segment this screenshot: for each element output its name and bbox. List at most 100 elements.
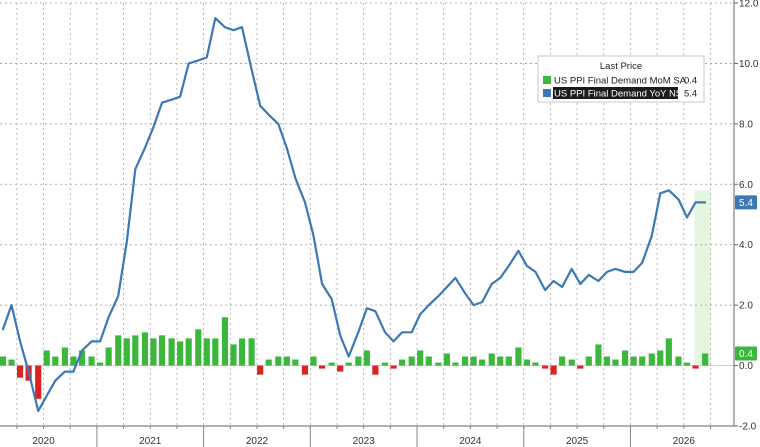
y-tick-label: 0.0: [739, 361, 753, 372]
x-tick-label: 2025: [566, 436, 589, 447]
mom-bar: [408, 356, 415, 366]
mom-bar: [425, 356, 432, 366]
mom-bar: [78, 350, 86, 366]
mom-bar: [337, 365, 344, 372]
mom-bar: [52, 356, 59, 366]
mom-bar: [43, 350, 50, 366]
mom-bar: [150, 338, 157, 366]
mom-bar: [523, 359, 531, 366]
mom-bar: [665, 338, 672, 366]
x-tick-label: 2022: [246, 436, 269, 447]
x-tick-label: 2020: [32, 436, 55, 447]
mom-bar: [532, 362, 539, 366]
mom-bar: [212, 338, 219, 366]
legend-entry-highlight: [553, 87, 678, 99]
mom-bar: [585, 356, 592, 366]
mom-bar: [105, 347, 112, 366]
mom-bar: [123, 338, 130, 366]
last-price-badge: [735, 195, 757, 210]
y-tick-label: 4.0: [739, 240, 753, 251]
mom-bar: [381, 362, 389, 366]
mom-bar: [0, 356, 7, 366]
legend-entry-name: US PPI Final Demand MoM SA: [554, 76, 687, 87]
mom-bar: [257, 365, 264, 375]
mom-bar: [238, 338, 246, 366]
mom-bar: [639, 356, 646, 366]
mom-bar: [141, 332, 148, 366]
mom-bar: [443, 353, 450, 366]
mom-bar: [595, 344, 602, 366]
mom-bar: [470, 356, 477, 366]
mom-bar: [505, 356, 512, 366]
mom-bar: [550, 365, 557, 375]
mom-bar: [515, 347, 522, 366]
mom-bar: [35, 365, 42, 399]
last-price-badge: [735, 346, 757, 361]
mom-bar: [603, 356, 611, 366]
mom-bar: [185, 338, 192, 366]
legend-entry-value: 5.4: [684, 89, 697, 100]
mom-bar: [248, 338, 255, 366]
mom-bar: [283, 356, 290, 366]
y-tick-label: 12.0: [739, 0, 759, 10]
mom-bar: [622, 350, 629, 366]
mom-bar: [88, 356, 95, 366]
mom-bar: [630, 356, 637, 366]
mom-bar: [221, 317, 229, 366]
mom-bar: [675, 356, 682, 366]
legend-swatch: [543, 89, 551, 97]
mom-bar: [132, 335, 139, 366]
mom-bar: [497, 356, 504, 366]
legend-entry-name: US PPI Final Demand YoY NSA: [554, 89, 689, 100]
x-tick-label: 2023: [353, 436, 376, 447]
mom-bar: [559, 356, 566, 366]
mom-bar: [648, 353, 655, 366]
mom-bar: [461, 356, 469, 366]
mom-bar: [702, 353, 709, 366]
mom-bar: [345, 362, 352, 366]
y-tick-label: 8.0: [739, 119, 753, 130]
y-tick-label: 10.0: [739, 59, 759, 70]
highlight-band: [694, 190, 711, 366]
legend-header: Last Price: [600, 61, 642, 72]
mom-bar: [657, 350, 664, 366]
last-price-badge-text: 0.4: [739, 349, 753, 360]
legend[interactable]: Last Price US PPI Final Demand MoM SA0.4 U…: [537, 55, 705, 103]
mom-bar: [275, 356, 282, 366]
y-tick-label: 2.0: [739, 301, 753, 312]
yoy-line: [1, 17, 707, 412]
mom-bar: [435, 362, 442, 366]
mom-bar: [292, 359, 299, 366]
mom-bar: [568, 359, 575, 366]
mom-bar: [612, 359, 619, 366]
mom-bar: [390, 365, 397, 369]
mom-bar: [265, 359, 272, 366]
mom-bar: [372, 365, 379, 375]
mom-bar: [195, 329, 202, 366]
mom-bar: [417, 350, 424, 366]
mom-bar: [310, 356, 317, 366]
y-tick-label: 6.0: [739, 180, 753, 191]
mom-bar: [577, 365, 584, 369]
mom-bar: [452, 362, 459, 366]
x-tick-label: 2021: [139, 436, 162, 447]
mom-bar: [479, 359, 486, 366]
mom-bar: [692, 365, 699, 369]
legend-entry-value: 0.4: [684, 76, 697, 87]
mom-bar: [230, 344, 237, 366]
mom-bar: [177, 341, 184, 366]
mom-bar: [8, 359, 15, 366]
legend-swatch: [543, 76, 551, 84]
mom-bar: [683, 362, 691, 366]
last-price-badge-text: 5.4: [739, 198, 753, 209]
x-tick-label: 2024: [459, 436, 482, 447]
mom-bar: [328, 362, 335, 366]
mom-bar: [541, 365, 549, 369]
mom-bar: [61, 347, 68, 366]
last-price-badges: 5.4 0.4: [735, 195, 757, 361]
mom-bar: [399, 359, 406, 366]
highlight-band-rect: [694, 190, 711, 366]
mom-bar: [70, 356, 77, 366]
